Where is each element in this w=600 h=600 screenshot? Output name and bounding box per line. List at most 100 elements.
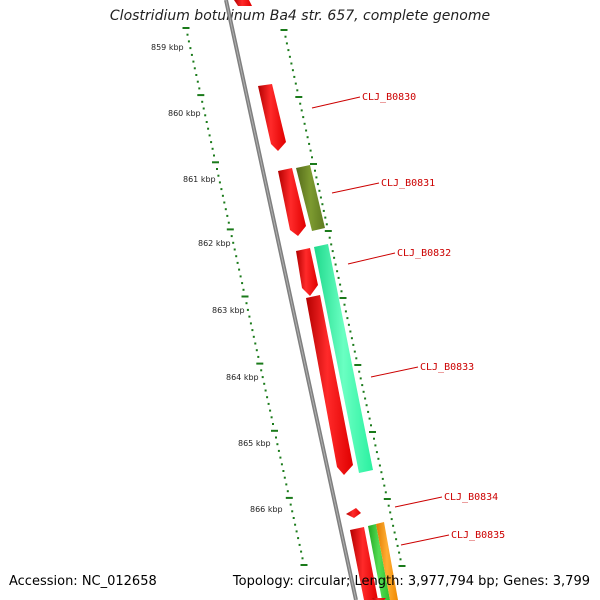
- minor-tick: [390, 518, 393, 521]
- minor-tick: [285, 42, 288, 45]
- gene-label[interactable]: CLJ_B0832: [397, 248, 451, 259]
- minor-tick: [270, 416, 273, 419]
- major-tick: [369, 431, 376, 433]
- minor-tick: [236, 261, 239, 264]
- cds-CLJ_B0833-left[interactable]: [306, 295, 353, 475]
- minor-tick: [233, 248, 236, 251]
- minor-tick: [279, 456, 282, 459]
- minor-tick: [257, 355, 260, 358]
- major-tick: [383, 498, 391, 500]
- kbp-label: 866 kbp: [250, 505, 283, 514]
- minor-tick: [392, 524, 395, 527]
- minor-tick: [255, 349, 258, 352]
- minor-tick: [309, 149, 312, 152]
- kbp-label: 862 kbp: [198, 239, 231, 248]
- minor-tick: [381, 477, 384, 480]
- minor-tick: [252, 335, 255, 338]
- minor-tick: [395, 538, 398, 541]
- minor-tick: [227, 221, 230, 224]
- minor-tick: [328, 236, 331, 239]
- minor-tick: [269, 409, 272, 412]
- minor-tick: [362, 390, 365, 393]
- minor-tick: [291, 69, 294, 72]
- minor-tick: [245, 302, 248, 305]
- minor-tick: [314, 169, 316, 172]
- gene-label[interactable]: CLJ_B0831: [381, 178, 435, 189]
- minor-tick: [292, 517, 295, 519]
- minor-tick: [330, 243, 333, 246]
- minor-tick: [298, 543, 301, 546]
- cds-CLJ_B0831-left[interactable]: [278, 168, 306, 236]
- label-leader-line: [311, 96, 361, 109]
- minor-tick: [275, 436, 277, 439]
- minor-tick: [205, 121, 208, 123]
- minor-tick: [277, 449, 280, 452]
- minor-tick: [365, 404, 368, 407]
- minor-tick: [226, 214, 229, 217]
- minor-tick: [287, 49, 290, 52]
- minor-tick: [260, 369, 263, 372]
- minor-tick: [375, 451, 378, 454]
- minor-tick: [261, 376, 264, 379]
- minor-tick: [305, 129, 308, 132]
- cds-CLJ_B0832[interactable]: [296, 248, 318, 296]
- minor-tick: [201, 100, 204, 103]
- label-leader-line: [394, 496, 443, 508]
- cds-partial-top[interactable]: [234, 0, 252, 6]
- minor-tick: [254, 342, 257, 345]
- minor-tick: [290, 62, 293, 65]
- cds-CLJ_B0834[interactable]: [346, 508, 361, 518]
- minor-tick: [364, 397, 367, 400]
- minor-tick: [361, 384, 364, 387]
- minor-tick: [350, 337, 353, 340]
- major-tick: [280, 29, 288, 31]
- label-leader-line: [347, 252, 396, 265]
- minor-tick: [389, 511, 392, 514]
- kbp-label: 863 kbp: [212, 306, 245, 315]
- minor-tick: [343, 303, 346, 306]
- minor-tick: [242, 288, 245, 291]
- gene-label[interactable]: CLJ_B0834: [444, 492, 498, 503]
- major-tick: [182, 27, 190, 29]
- cds-CLJ_B0831[interactable]: [296, 165, 325, 231]
- minor-tick: [217, 174, 220, 177]
- minor-tick: [300, 550, 303, 553]
- minor-tick: [189, 47, 192, 50]
- cds-bottom-red[interactable]: [350, 527, 378, 600]
- kbp-label: 859 kbp: [151, 43, 184, 52]
- gene-label[interactable]: CLJ_B0833: [420, 362, 474, 373]
- cds-CLJ_B0835[interactable]: [376, 522, 398, 600]
- minor-tick: [251, 329, 254, 332]
- minor-tick: [339, 283, 342, 286]
- minor-tick: [210, 141, 213, 144]
- minor-tick: [291, 510, 294, 513]
- minor-tick: [299, 102, 302, 105]
- minor-tick: [302, 116, 305, 119]
- minor-tick: [193, 67, 196, 70]
- minor-tick: [311, 156, 313, 159]
- cds-CLJ_B0830[interactable]: [258, 84, 286, 151]
- minor-tick: [393, 531, 396, 534]
- gene-labels: CLJ_B0830 CLJ_B0831 CLJ_B0832 CLJ_B0833 CLJ_…: [311, 92, 505, 546]
- gene-label[interactable]: CLJ_B0830: [362, 92, 416, 103]
- minor-tick: [367, 410, 370, 413]
- minor-tick: [316, 183, 319, 186]
- minor-tick: [378, 464, 381, 467]
- minor-tick: [359, 377, 362, 380]
- cds-bottom-green[interactable]: [368, 524, 390, 600]
- minor-tick: [272, 423, 274, 425]
- kbp-label: 864 kbp: [226, 373, 259, 382]
- minor-tick: [216, 168, 218, 170]
- minor-tick: [300, 109, 303, 112]
- minor-tick: [377, 457, 380, 460]
- gene-label[interactable]: CLJ_B0835: [451, 530, 505, 541]
- minor-tick: [239, 275, 242, 278]
- minor-tick: [224, 208, 227, 211]
- minor-tick: [374, 444, 377, 447]
- minor-tick: [306, 136, 309, 139]
- minor-tick: [207, 127, 210, 130]
- minor-tick: [264, 389, 267, 392]
- major-tick: [271, 429, 278, 432]
- cds-CLJ_B0833[interactable]: [314, 244, 373, 473]
